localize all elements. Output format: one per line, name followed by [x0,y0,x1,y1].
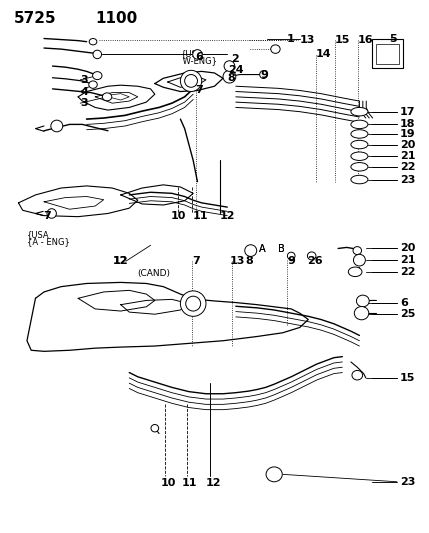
Text: 13: 13 [300,35,315,45]
Text: 11: 11 [182,478,198,488]
Ellipse shape [287,252,295,260]
Text: 11: 11 [192,211,208,221]
Text: A: A [259,244,266,254]
Text: 12: 12 [112,256,128,266]
Text: 10: 10 [161,478,176,488]
Text: 20: 20 [400,244,415,254]
Text: 12: 12 [220,211,235,221]
Text: 15: 15 [335,35,350,45]
Ellipse shape [89,81,97,88]
Text: 6: 6 [196,52,204,61]
Ellipse shape [151,424,159,432]
Text: 23: 23 [400,174,415,184]
Ellipse shape [354,306,369,320]
Ellipse shape [51,120,63,132]
Text: 8: 8 [245,256,253,266]
Ellipse shape [89,38,97,45]
Ellipse shape [353,254,366,266]
Ellipse shape [103,93,112,101]
Text: 19: 19 [400,129,416,139]
Text: 6: 6 [400,297,408,308]
Ellipse shape [351,175,368,184]
Text: 21: 21 [400,151,415,161]
Text: 14: 14 [315,50,331,59]
Text: (CAND): (CAND) [137,269,170,278]
Ellipse shape [181,291,206,317]
Ellipse shape [353,247,362,255]
Text: B: B [278,244,284,254]
Text: W-ENG}: W-ENG} [181,56,218,65]
Ellipse shape [184,75,197,87]
Text: 7: 7 [43,211,51,221]
Ellipse shape [351,163,368,171]
Text: 2: 2 [232,54,239,63]
Text: 13: 13 [230,256,245,265]
Ellipse shape [351,140,368,149]
Text: 24: 24 [228,66,244,75]
Text: 20: 20 [400,140,415,150]
Ellipse shape [271,45,280,53]
Text: {USA: {USA [181,49,203,58]
Ellipse shape [351,152,368,160]
Text: 9: 9 [288,256,296,265]
Text: 15: 15 [400,373,415,383]
Text: 5725: 5725 [14,11,57,26]
Text: 5: 5 [389,34,397,44]
Text: 3: 3 [80,75,88,85]
Text: {A - ENG}: {A - ENG} [27,237,70,246]
Text: 25: 25 [400,309,415,319]
Text: 8: 8 [227,72,235,83]
Text: 16: 16 [358,35,373,45]
Text: 4: 4 [80,86,88,96]
Ellipse shape [351,130,368,138]
Text: 7: 7 [196,85,203,95]
Ellipse shape [47,209,56,218]
Bar [372,38,403,68]
Text: 9: 9 [260,70,269,79]
Ellipse shape [223,70,236,83]
Ellipse shape [186,296,201,311]
Text: 17: 17 [400,107,415,117]
Text: 1100: 1100 [95,11,137,26]
Ellipse shape [356,295,369,307]
Ellipse shape [260,70,267,78]
Text: 10: 10 [171,211,186,221]
Text: B: B [278,244,284,254]
Text: 26: 26 [308,256,323,265]
Ellipse shape [351,120,368,128]
Text: 23: 23 [400,477,415,487]
Text: 12: 12 [206,478,221,488]
Text: 7: 7 [192,256,200,265]
Ellipse shape [266,467,282,482]
Ellipse shape [224,61,235,71]
Ellipse shape [245,245,257,256]
Text: 18: 18 [400,119,415,130]
Ellipse shape [93,50,102,59]
Ellipse shape [193,50,202,59]
Ellipse shape [352,370,363,380]
Ellipse shape [181,70,202,92]
Ellipse shape [308,252,316,260]
Text: 1: 1 [287,34,295,44]
Text: 22: 22 [400,162,415,172]
Ellipse shape [348,267,362,277]
Ellipse shape [351,108,368,116]
Text: 12: 12 [112,256,128,266]
Text: A: A [259,244,266,254]
Ellipse shape [93,71,102,79]
Text: 22: 22 [400,267,415,277]
Text: 21: 21 [400,255,415,265]
Text: {USA: {USA [27,230,50,239]
Text: 3: 3 [80,98,88,108]
Bar [376,44,399,64]
